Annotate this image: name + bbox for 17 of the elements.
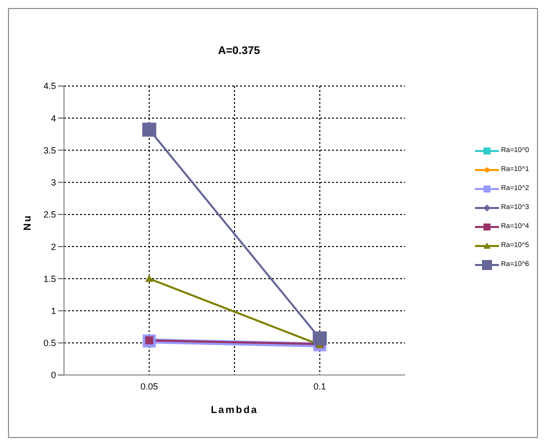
- y-tick-label: 4: [50, 113, 56, 124]
- y-tick-label: 1.5: [43, 274, 56, 284]
- x-tick-label: 0.05: [140, 381, 158, 392]
- y-tick-label: 0.5: [43, 338, 56, 348]
- y-tick-label: 4.5: [43, 81, 56, 92]
- y-tick-label: 2: [50, 242, 56, 252]
- y-tick-label: 1: [50, 306, 56, 316]
- chart-title: A=0.375: [217, 45, 261, 57]
- x-tick-label: 0.1: [313, 381, 326, 392]
- y-tick-label: 0: [50, 370, 56, 380]
- point: [312, 331, 327, 346]
- y-axis-title: Nu: [22, 214, 34, 230]
- y-tick-label: 3: [50, 178, 56, 188]
- x-axis-title: Lambda: [210, 405, 258, 416]
- point: [142, 122, 156, 137]
- y-tick-label: 2.5: [43, 210, 56, 220]
- y-tick-label: 3.5: [43, 145, 56, 156]
